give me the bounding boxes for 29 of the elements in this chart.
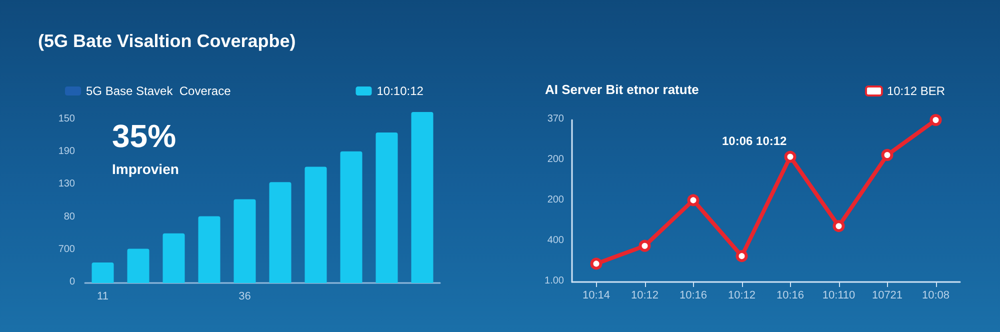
text: 200: [547, 194, 564, 206]
x-tick-label: 10:08: [922, 290, 950, 302]
text: 80: [64, 211, 76, 222]
legend-label: 10:10:12: [376, 84, 424, 98]
x-tick-label: 10721: [872, 290, 903, 302]
text: 370: [547, 114, 564, 124]
text: 190: [58, 146, 76, 158]
x-tick-label: 10:110: [822, 290, 856, 302]
x-tick-label: 10:16: [776, 290, 804, 302]
x-tick-label: 10:12: [728, 290, 756, 302]
text: 130: [58, 178, 76, 190]
annotation: Improvien: [112, 161, 179, 177]
annotation: 35%: [112, 118, 176, 154]
legend-label: 5G Base Stavek Coverace: [86, 84, 232, 98]
text: 700: [58, 244, 76, 255]
x-tick-label: 10:12: [630, 290, 659, 302]
chart-title: (5G Bate Visaltion Coverapbe): [38, 31, 296, 51]
x-tick-label: 36: [238, 290, 251, 302]
chart-title: AI Server Bit etnor ratute: [545, 82, 699, 97]
text: 400: [547, 235, 564, 246]
x-tick-label: 10:14: [582, 290, 610, 302]
text: 1.00: [544, 276, 564, 286]
text: 0: [69, 276, 76, 288]
x-tick-label: 11: [97, 290, 108, 302]
text: 200: [547, 154, 564, 165]
text: 150: [58, 114, 76, 124]
annotation: 10:06 10:12: [722, 134, 788, 148]
x-tick-label: 10:16: [679, 290, 708, 302]
legend-label: 10:12 BER: [886, 84, 946, 98]
